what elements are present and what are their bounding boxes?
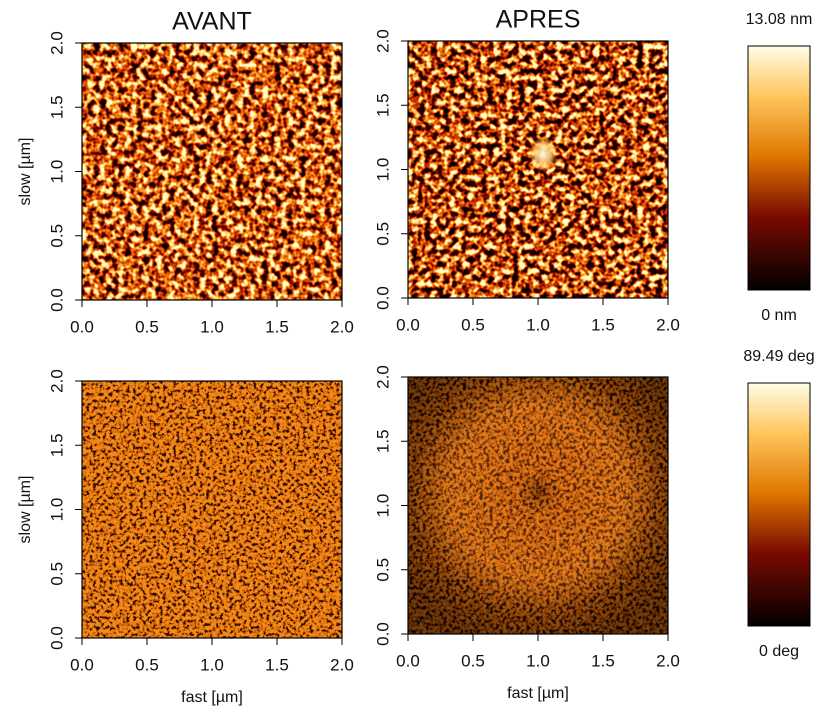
y-tick-label: 1.5 <box>373 429 392 453</box>
y-tick-label: 1.5 <box>47 95 66 119</box>
phase-overlay <box>408 377 668 634</box>
x-tick-label: 0.0 <box>396 651 420 670</box>
x-tick-label: 0.0 <box>70 655 94 674</box>
y-tick-label: 2.0 <box>47 369 66 393</box>
y-tick-label: 1.0 <box>47 498 66 522</box>
panel-title: APRES <box>496 6 581 34</box>
x-tick-label: 2.0 <box>656 315 680 334</box>
x-axis-label: fast [µm] <box>181 689 243 706</box>
y-axis-label: slow [µm] <box>17 138 34 206</box>
y-tick-label: 0.5 <box>47 562 66 586</box>
colorbar <box>747 382 811 627</box>
y-tick-label: 2.0 <box>47 31 66 55</box>
x-tick-label: 2.0 <box>330 655 354 674</box>
colorbar <box>747 45 811 291</box>
x-tick-label: 1.5 <box>591 651 615 670</box>
particle <box>529 136 558 173</box>
y-tick-label: 2.0 <box>373 365 392 389</box>
x-tick-label: 0.0 <box>396 315 420 334</box>
x-tick-label: 0.0 <box>70 317 94 336</box>
y-tick-label: 0.5 <box>373 558 392 582</box>
y-tick-label: 2.0 <box>373 29 392 53</box>
x-tick-label: 1.5 <box>591 315 615 334</box>
y-tick-label: 1.0 <box>373 494 392 518</box>
x-tick-label: 1.0 <box>526 315 550 334</box>
y-tick-label: 0.0 <box>373 622 392 646</box>
x-tick-label: 1.0 <box>200 317 224 336</box>
y-axis-label: slow [µm] <box>17 476 34 544</box>
afm-image <box>82 381 342 638</box>
x-tick-label: 2.0 <box>656 651 680 670</box>
colorbar-max-label: 13.08 nm <box>746 11 813 28</box>
x-tick-label: 1.0 <box>200 655 224 674</box>
x-tick-label: 1.5 <box>265 655 289 674</box>
x-tick-label: 0.5 <box>135 655 159 674</box>
x-tick-label: 0.5 <box>461 315 485 334</box>
y-tick-label: 1.5 <box>47 433 66 457</box>
panel-title: AVANT <box>172 8 252 36</box>
y-tick-label: 1.0 <box>47 160 66 184</box>
x-tick-label: 2.0 <box>330 317 354 336</box>
y-tick-label: 0.5 <box>373 222 392 246</box>
colorbar-max-label: 89.49 deg <box>743 348 814 365</box>
x-tick-label: 0.5 <box>461 651 485 670</box>
y-tick-label: 1.5 <box>373 93 392 117</box>
y-tick-label: 1.0 <box>373 158 392 182</box>
y-tick-label: 0.0 <box>47 288 66 312</box>
y-tick-label: 0.0 <box>47 626 66 650</box>
y-tick-label: 0.0 <box>373 286 392 310</box>
colorbar-min-label: 0 nm <box>761 307 797 324</box>
afm-image <box>82 43 342 300</box>
x-axis-label: fast [µm] <box>507 685 569 702</box>
x-tick-label: 1.5 <box>265 317 289 336</box>
x-tick-label: 0.5 <box>135 317 159 336</box>
colorbar-min-label: 0 deg <box>759 643 799 660</box>
y-tick-label: 0.5 <box>47 224 66 248</box>
x-tick-label: 1.0 <box>526 651 550 670</box>
